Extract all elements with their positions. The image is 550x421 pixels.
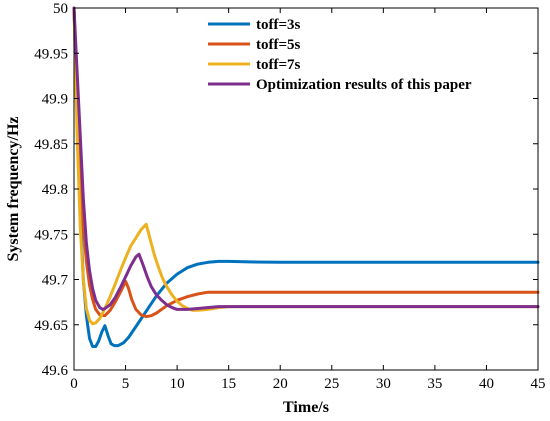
- legend-label-2: toff=5s: [256, 37, 301, 53]
- x-tick-label: 35: [427, 376, 442, 392]
- legend-label-1: toff=3s: [256, 17, 301, 33]
- y-tick-label: 49.65: [34, 318, 68, 334]
- x-tick-label: 15: [221, 376, 236, 392]
- series-layer: [72, 6, 540, 348]
- series-line-1: [72, 6, 540, 348]
- plot-area: [74, 8, 538, 370]
- y-tick-label: 50: [53, 1, 68, 17]
- x-tick-label: 0: [70, 376, 78, 392]
- x-tick-label: 45: [531, 376, 546, 392]
- legend-label-4: Optimization results of this paper: [256, 77, 472, 93]
- series-line-2: [72, 6, 540, 319]
- series-line-4: [72, 6, 540, 311]
- legend: toff=3s toff=5s toff=7s Optimization result…: [208, 17, 472, 93]
- axis-layer: 0 5 10 15 20 25 30 35 40 45 49.6 49.65 49.7 49.75 49.8…: [34, 1, 545, 392]
- y-tick-label: 49.9: [42, 92, 68, 108]
- x-tick-label: 10: [170, 376, 185, 392]
- x-tick-label: 5: [122, 376, 130, 392]
- x-tick-label: 25: [324, 376, 339, 392]
- y-tick-label: 49.8: [42, 182, 68, 198]
- x-tick-label: 20: [273, 376, 288, 392]
- x-tick-label: 40: [479, 376, 494, 392]
- y-tick-label: 49.95: [34, 46, 68, 62]
- x-axis-title: Time/s: [283, 399, 329, 416]
- y-tick-label: 49.7: [42, 273, 69, 289]
- y-axis-title: System frequency/Hz: [5, 116, 22, 261]
- legend-label-3: toff=7s: [256, 57, 301, 73]
- y-tick-label: 49.75: [34, 227, 68, 243]
- x-tick-label: 30: [376, 376, 391, 392]
- y-tick-label: 49.6: [42, 363, 69, 379]
- y-tick-label: 49.85: [34, 137, 68, 153]
